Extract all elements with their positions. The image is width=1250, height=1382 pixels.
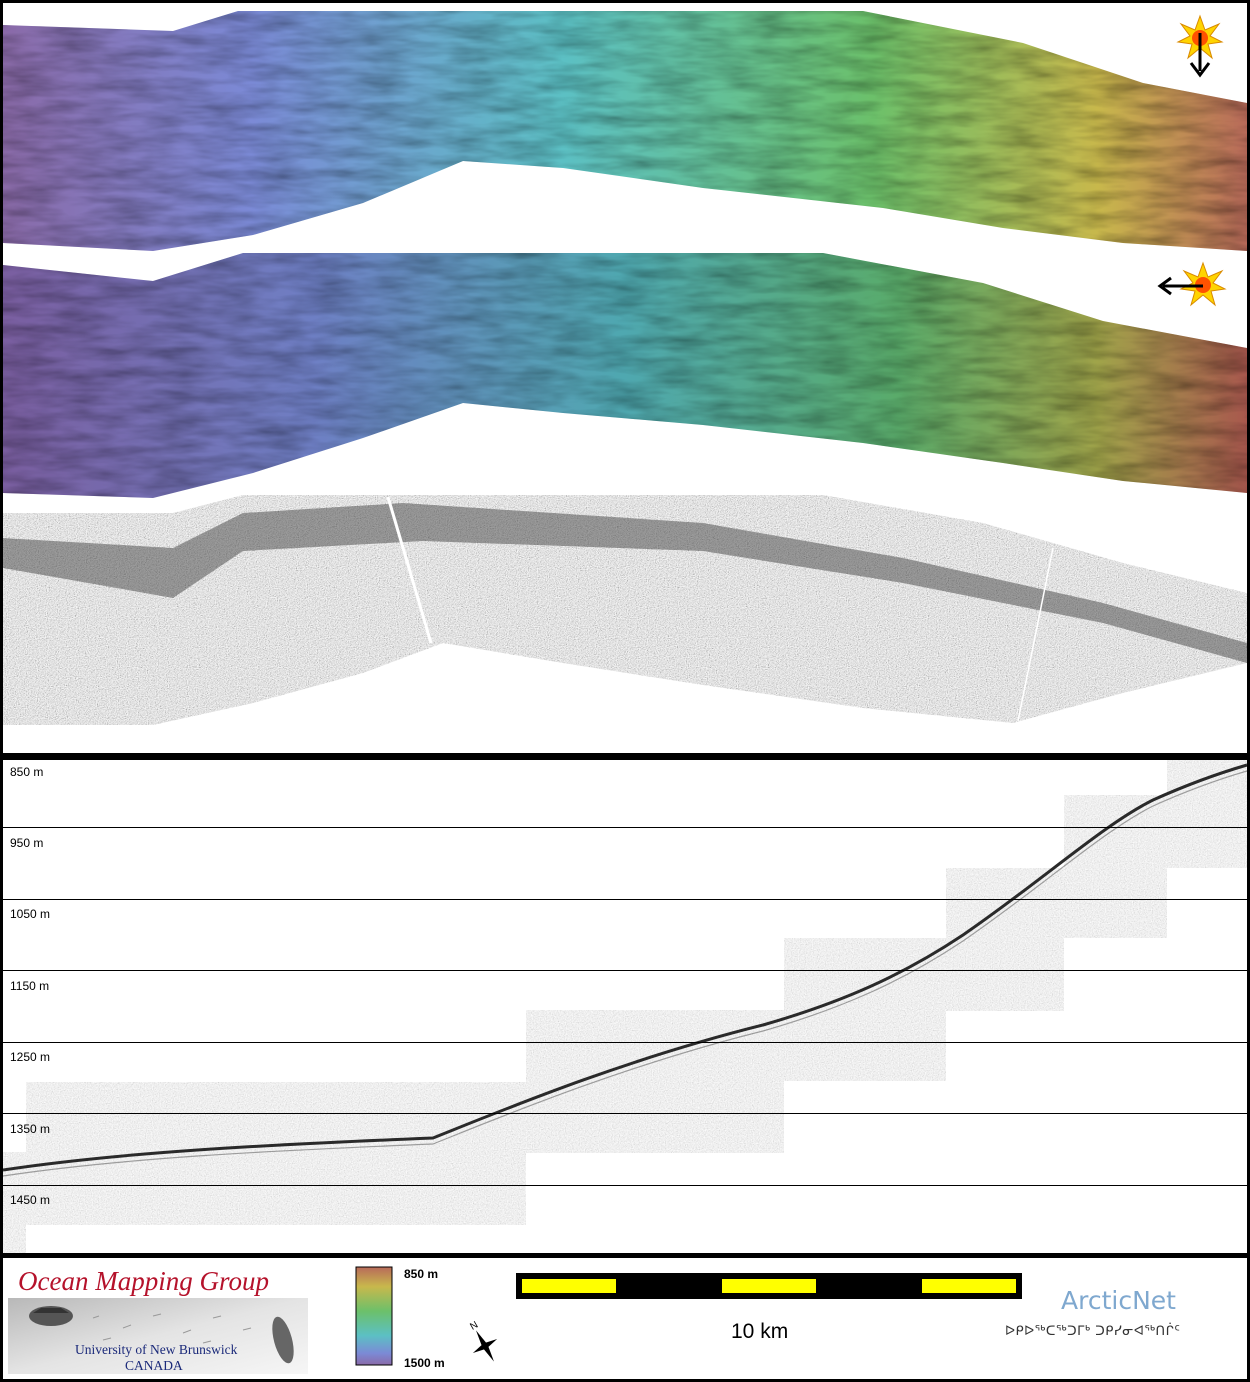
bathymetry-strip-north-illumination (3, 11, 1247, 251)
backscatter-strip (3, 495, 1247, 725)
profile-blocks (3, 760, 1247, 1253)
omg-country: CANADA (125, 1358, 183, 1373)
arcticnet-logo: ArcticNet (1061, 1286, 1176, 1315)
seabed-reflector-line (3, 763, 1247, 1172)
arrow-left-icon (1157, 276, 1203, 296)
swath-panel (3, 3, 1247, 753)
bathymetry-strip-east-illumination (3, 253, 1247, 498)
arcticnet-syllabics: ᐅᑭᐅᖅᑕᖅᑐᒥᒃ ᑐᑭᓯᓂᐊᖅᑎᒌᑦ (1005, 1324, 1181, 1339)
legend-top-label: 850 m (404, 1267, 439, 1281)
swath-svg (3, 11, 1247, 725)
depth-label: 1450 m (10, 1193, 51, 1207)
profile-svg (3, 760, 1247, 1253)
omg-logo-graphic (8, 1298, 308, 1374)
legend-bottom-label: 1500 m (404, 1356, 445, 1370)
depth-label: 850 m (10, 765, 44, 779)
omg-title: Ocean Mapping Group (18, 1266, 269, 1296)
sonar-fish-icon (272, 1316, 294, 1364)
seabed-reflector-echo (3, 770, 1247, 1177)
svg-text:N: N (468, 1320, 480, 1333)
depth-label: 950 m (10, 836, 44, 850)
arrow-down-icon (1189, 33, 1211, 78)
backscatter-gap-line (386, 496, 433, 644)
north-arrow-icon: N (468, 1320, 498, 1362)
depth-label: 1250 m (10, 1050, 51, 1064)
omg-university: University of New Brunswick (75, 1342, 238, 1357)
scale-bar (516, 1273, 1022, 1299)
sun-illumination-icon (1179, 261, 1227, 307)
omg-logo: Ocean Mapping Group University of New Br… (3, 1258, 323, 1379)
depth-label: 1350 m (10, 1122, 51, 1136)
depth-gridlines (3, 827, 1247, 1186)
backscatter-nadir-band (3, 503, 1247, 663)
depth-label: 1150 m (10, 979, 50, 993)
scale-bar-label: 10 km (731, 1320, 789, 1343)
profile-panel: 850 m 950 m 1050 m 1150 m 1250 m 1350 m … (3, 760, 1247, 1253)
footer-panel: Ocean Mapping Group University of New Br… (3, 1258, 1247, 1379)
depth-label: 1050 m (10, 907, 51, 921)
depth-color-legend (355, 1266, 393, 1366)
backscatter-gap-line (1017, 547, 1054, 722)
